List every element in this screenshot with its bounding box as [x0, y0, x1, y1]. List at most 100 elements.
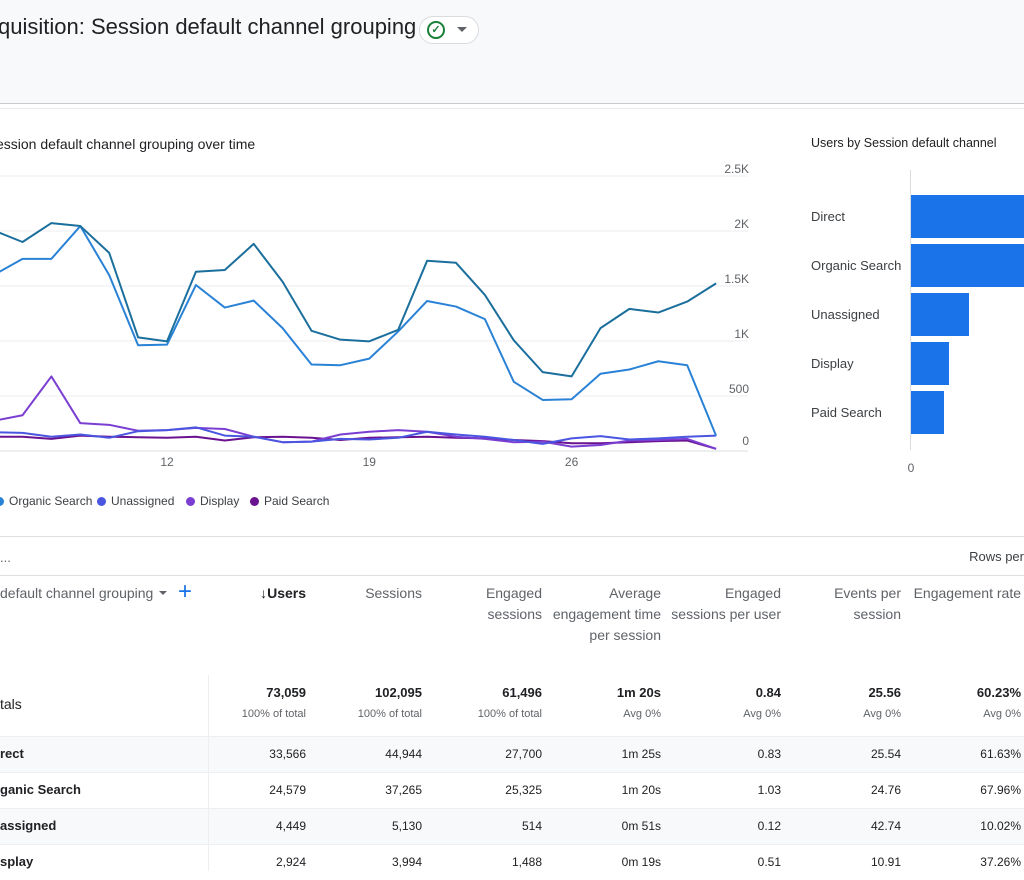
column-header[interactable]: Average engagement time per session [552, 585, 661, 643]
table-cell: 0.12 [757, 819, 781, 833]
page-header: quisition: Session default channel group… [0, 0, 1024, 104]
totals-cell: 1m 20s Avg 0% [546, 685, 661, 720]
table-cell: 10.91 [870, 855, 901, 869]
caret-down-icon [159, 591, 168, 595]
bar-chart-title: Users by Session default channel [811, 136, 997, 150]
table-row[interactable]: assigned 4,449 5,130 514 0m 51s 0.12 42.74 10.0… [0, 808, 1024, 844]
bar-x-tick: 0 [907, 461, 915, 475]
column-header[interactable]: Events per session [834, 585, 901, 622]
table-cell: 1,488 [511, 855, 542, 869]
bar-label: Display [811, 356, 854, 371]
page-title: quisition: Session default channel group… [0, 14, 417, 39]
totals-value: 1m 20s [616, 685, 661, 700]
bar-organic-search[interactable] [911, 244, 1024, 287]
table-row[interactable]: ganic Search 24,579 37,265 25,325 1m 20s 1.03… [0, 772, 1024, 808]
rows-per-page-label: Rows per [969, 549, 1024, 564]
table-cell: 1m 25s [621, 747, 661, 761]
bar-label: Paid Search [811, 405, 882, 420]
table-cell: 1.03 [757, 783, 781, 797]
totals-cell: 61,496 100% of total [427, 685, 542, 720]
y-tick-label: 0 [742, 434, 749, 448]
totals-value: 60.23% [976, 685, 1021, 700]
totals-cell: 73,059 100% of total [191, 685, 306, 720]
series-line-display [0, 375, 717, 450]
column-header[interactable]: Engaged sessions [485, 585, 542, 622]
legend-item-paid-search[interactable]: Paid Search [250, 494, 329, 508]
row-label[interactable]: rect [0, 746, 24, 761]
totals-subtext: Avg 0% [863, 708, 901, 720]
table-cell: 37,265 [385, 783, 422, 797]
totals-value: 73,059 [266, 685, 306, 700]
table-cell: 24.76 [870, 783, 901, 797]
dimension-header-dropdown[interactable]: default channel grouping [0, 585, 168, 601]
table-cell: 27,700 [505, 747, 542, 761]
legend-item-unassigned[interactable]: Unassigned [97, 494, 174, 508]
row-label[interactable]: assigned [0, 818, 57, 833]
totals-value: 102,095 [375, 685, 422, 700]
totals-subtext: Avg 0% [983, 708, 1021, 720]
totals-subtext: 100% of total [357, 708, 422, 720]
report-status-dropdown[interactable]: ✓ [419, 16, 479, 44]
y-tick-label: 1.5K [724, 272, 749, 286]
legend-item-display[interactable]: Display [186, 494, 239, 508]
y-tick-label: 500 [728, 382, 749, 396]
x-tick-label: 19 [362, 455, 376, 469]
table-cell: 37.26% [980, 855, 1021, 869]
table-cell: 25.54 [870, 747, 901, 761]
table-cell: 0m 51s [621, 819, 661, 833]
column-header[interactable]: Engagement rate [913, 585, 1021, 601]
column-divider [208, 675, 209, 871]
table-cell: 10.02% [980, 819, 1021, 833]
bar-unassigned[interactable] [911, 293, 970, 336]
plus-icon[interactable]: + [178, 578, 193, 605]
table-cell: 1m 20s [621, 783, 661, 797]
series-line-organic-search [0, 225, 718, 437]
x-tick-label: 26 [564, 455, 579, 469]
column-header[interactable]: Engaged sessions per user [671, 585, 781, 622]
legend-label: Unassigned [111, 494, 175, 508]
column-header[interactable]: ↓Users [260, 585, 306, 601]
line-chart-title: ession default channel grouping over tim… [0, 136, 256, 152]
legend-dot [186, 496, 195, 506]
table-row[interactable]: splay 2,924 3,994 1,488 0m 19s 0.51 10.91 37.26… [0, 844, 1024, 880]
table-cell: 25,325 [505, 783, 542, 797]
y-tick-label: 1K [734, 327, 749, 341]
legend-label: Organic Search [9, 494, 93, 508]
bar-direct[interactable] [911, 195, 1024, 238]
table-cell: 3,994 [391, 855, 422, 869]
totals-cell: 102,095 100% of total [307, 685, 422, 720]
bar-label: Direct [811, 209, 845, 224]
legend-item-organic-search[interactable]: Organic Search [0, 494, 92, 508]
totals-cell: 0.84 Avg 0% [666, 685, 781, 720]
totals-value: 61,496 [502, 685, 542, 700]
totals-subtext: Avg 0% [623, 708, 661, 720]
totals-value: 25.56 [868, 685, 901, 700]
bar-paid-search[interactable] [911, 391, 945, 434]
dimension-header-label: default channel grouping [0, 585, 154, 601]
table-cell: 5,130 [391, 819, 422, 833]
series-line-unassigned [0, 426, 717, 445]
table-cell: 0.83 [757, 747, 781, 761]
column-header[interactable]: Sessions [365, 585, 422, 601]
bar-display[interactable] [911, 342, 950, 385]
table-cell: 4,449 [275, 819, 306, 833]
totals-cell: 60.23% Avg 0% [906, 685, 1021, 720]
check-circle-icon: ✓ [427, 21, 445, 39]
table-cell: 2,924 [275, 855, 306, 869]
divider [0, 108, 1024, 109]
divider [0, 536, 1024, 537]
legend-dot [97, 496, 106, 506]
row-label[interactable]: splay [0, 854, 34, 869]
table-cell: 24,579 [269, 783, 306, 797]
y-tick-label: 2K [734, 217, 749, 231]
legend-dot [250, 496, 259, 506]
x-tick-label: 12 [160, 455, 174, 469]
row-label[interactable]: ganic Search [0, 782, 81, 797]
table-row[interactable]: rect 33,566 44,944 27,700 1m 25s 0.83 25.54 61.… [0, 736, 1024, 772]
y-tick-label: 2.5K [724, 162, 749, 176]
line-chart [0, 175, 748, 452]
divider [0, 575, 1024, 576]
totals-value: 0.84 [755, 685, 781, 700]
series-line-direct [0, 222, 717, 378]
bar-axis [910, 170, 911, 450]
